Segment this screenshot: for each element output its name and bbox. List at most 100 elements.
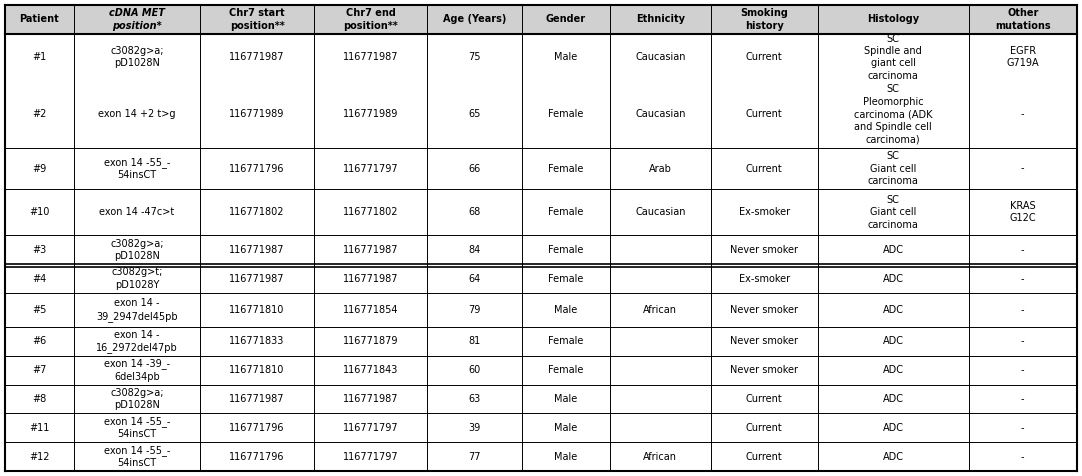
Text: -: - — [1021, 452, 1025, 462]
Text: 63: 63 — [469, 394, 480, 404]
Bar — [610, 148, 711, 189]
Text: Ex-smoker: Ex-smoker — [739, 274, 790, 284]
Text: Female: Female — [549, 245, 583, 255]
Bar — [522, 34, 610, 80]
Text: Caucasian: Caucasian — [635, 207, 686, 217]
Bar — [522, 264, 610, 293]
Bar — [968, 293, 1077, 327]
Text: Male: Male — [554, 394, 578, 404]
Text: #10: #10 — [29, 207, 50, 217]
Bar — [968, 442, 1077, 471]
Bar — [74, 293, 200, 327]
Bar — [610, 327, 711, 356]
Bar — [74, 327, 200, 356]
Text: SC
Pleomorphic
carcinoma (ADK
and Spindle cell
carcinoma): SC Pleomorphic carcinoma (ADK and Spindl… — [854, 85, 933, 144]
Bar — [711, 327, 818, 356]
Text: 116771989: 116771989 — [229, 109, 285, 119]
Bar — [427, 264, 522, 293]
Bar — [427, 189, 522, 236]
Text: 68: 68 — [469, 207, 480, 217]
Bar — [610, 293, 711, 327]
Text: 116771987: 116771987 — [229, 52, 285, 62]
Bar — [711, 34, 818, 80]
Bar — [522, 189, 610, 236]
Text: Male: Male — [554, 52, 578, 62]
Bar — [818, 442, 968, 471]
Bar — [610, 264, 711, 293]
Bar — [427, 148, 522, 189]
Bar — [610, 356, 711, 385]
Bar — [711, 148, 818, 189]
Text: SC
Spindle and
giant cell
carcinoma: SC Spindle and giant cell carcinoma — [865, 33, 922, 81]
Text: Caucasian: Caucasian — [635, 109, 686, 119]
Text: #4: #4 — [32, 274, 47, 284]
Bar — [314, 80, 427, 148]
Bar — [610, 34, 711, 80]
Bar — [522, 327, 610, 356]
Bar — [200, 293, 314, 327]
Bar — [711, 5, 818, 34]
Text: exon 14 -47c>t: exon 14 -47c>t — [100, 207, 174, 217]
Bar — [522, 413, 610, 442]
Text: Female: Female — [549, 164, 583, 174]
Text: Other
mutations: Other mutations — [995, 8, 1051, 30]
Bar — [522, 5, 610, 34]
Bar — [610, 385, 711, 413]
Text: exon 14 -55_-
54insCT: exon 14 -55_- 54insCT — [104, 445, 170, 468]
Text: Never smoker: Never smoker — [730, 337, 799, 347]
Bar — [968, 80, 1077, 148]
Bar — [968, 189, 1077, 236]
Text: exon 14 -
16_2972del47pb: exon 14 - 16_2972del47pb — [96, 330, 177, 353]
Bar — [5, 356, 74, 385]
Bar — [522, 293, 610, 327]
Bar — [5, 385, 74, 413]
Bar — [427, 385, 522, 413]
Text: 116771810: 116771810 — [229, 305, 285, 315]
Bar — [968, 236, 1077, 264]
Text: 60: 60 — [469, 365, 480, 375]
Text: 66: 66 — [469, 164, 480, 174]
Bar — [711, 264, 818, 293]
Bar — [200, 148, 314, 189]
Text: exon 14 +2 t>g: exon 14 +2 t>g — [98, 109, 176, 119]
Bar — [711, 189, 818, 236]
Text: -: - — [1021, 109, 1025, 119]
Text: Current: Current — [745, 394, 782, 404]
Bar — [5, 327, 74, 356]
Text: Male: Male — [554, 452, 578, 462]
Bar — [818, 236, 968, 264]
Text: 116771796: 116771796 — [229, 164, 285, 174]
Text: 116771879: 116771879 — [343, 337, 398, 347]
Text: #5: #5 — [32, 305, 47, 315]
Text: c3082g>t;
pD1028Y: c3082g>t; pD1028Y — [111, 268, 162, 290]
Bar — [427, 356, 522, 385]
Bar — [74, 189, 200, 236]
Bar — [522, 442, 610, 471]
Text: 116771843: 116771843 — [343, 365, 398, 375]
Text: -: - — [1021, 245, 1025, 255]
Text: c3082g>a;
pD1028N: c3082g>a; pD1028N — [110, 238, 163, 261]
Bar — [427, 5, 522, 34]
Bar — [314, 34, 427, 80]
Text: 116771987: 116771987 — [343, 274, 398, 284]
Bar — [200, 327, 314, 356]
Bar — [427, 327, 522, 356]
Bar — [200, 236, 314, 264]
Text: KRAS
G12C: KRAS G12C — [1010, 201, 1037, 223]
Text: Never smoker: Never smoker — [730, 365, 799, 375]
Text: #8: #8 — [32, 394, 47, 404]
Bar — [200, 34, 314, 80]
Bar — [200, 264, 314, 293]
Bar — [610, 236, 711, 264]
Bar — [200, 356, 314, 385]
Text: Arab: Arab — [649, 164, 672, 174]
Text: #6: #6 — [32, 337, 47, 347]
Text: ADC: ADC — [883, 245, 903, 255]
Text: -: - — [1021, 337, 1025, 347]
Text: Female: Female — [549, 109, 583, 119]
Text: African: African — [644, 305, 677, 315]
Text: 77: 77 — [469, 452, 480, 462]
Bar — [522, 356, 610, 385]
Bar — [314, 5, 427, 34]
Text: 116771987: 116771987 — [343, 52, 398, 62]
